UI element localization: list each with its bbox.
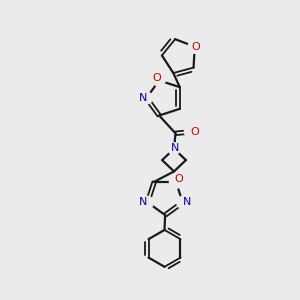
Circle shape	[184, 125, 197, 138]
Circle shape	[177, 196, 189, 208]
Circle shape	[153, 74, 165, 86]
Circle shape	[188, 40, 201, 53]
Text: O: O	[174, 174, 183, 184]
Text: O: O	[152, 73, 161, 83]
Text: N: N	[183, 197, 192, 207]
Circle shape	[142, 196, 154, 208]
Text: N: N	[139, 197, 147, 207]
Text: O: O	[190, 127, 199, 137]
Text: N: N	[170, 143, 179, 153]
Text: O: O	[192, 42, 200, 52]
Circle shape	[168, 143, 180, 155]
Circle shape	[169, 175, 182, 188]
Text: N: N	[139, 93, 148, 103]
Circle shape	[140, 92, 152, 104]
